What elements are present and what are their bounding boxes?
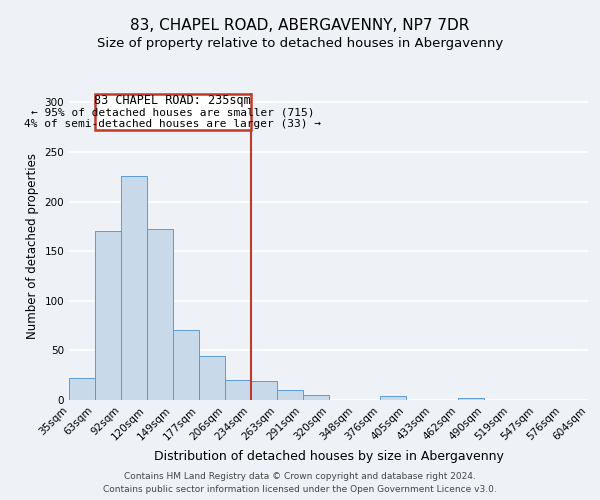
Bar xyxy=(225,380,251,400)
Bar xyxy=(173,330,199,400)
Bar xyxy=(251,381,277,400)
Bar xyxy=(380,396,406,400)
Text: ← 95% of detached houses are smaller (715): ← 95% of detached houses are smaller (71… xyxy=(31,108,314,118)
Y-axis label: Number of detached properties: Number of detached properties xyxy=(26,153,39,339)
Bar xyxy=(199,356,225,400)
X-axis label: Distribution of detached houses by size in Abergavenny: Distribution of detached houses by size … xyxy=(154,450,503,463)
Text: Contains HM Land Registry data © Crown copyright and database right 2024.: Contains HM Land Registry data © Crown c… xyxy=(124,472,476,481)
Text: Size of property relative to detached houses in Abergavenny: Size of property relative to detached ho… xyxy=(97,38,503,51)
Bar xyxy=(121,176,146,400)
Bar xyxy=(302,395,329,400)
Text: 83 CHAPEL ROAD: 235sqm: 83 CHAPEL ROAD: 235sqm xyxy=(94,94,251,107)
Bar xyxy=(458,398,484,400)
Text: Contains public sector information licensed under the Open Government Licence v3: Contains public sector information licen… xyxy=(103,485,497,494)
Text: 83, CHAPEL ROAD, ABERGAVENNY, NP7 7DR: 83, CHAPEL ROAD, ABERGAVENNY, NP7 7DR xyxy=(130,18,470,32)
FancyBboxPatch shape xyxy=(95,94,251,130)
Bar xyxy=(95,232,121,400)
Bar xyxy=(277,390,302,400)
Text: 4% of semi-detached houses are larger (33) →: 4% of semi-detached houses are larger (3… xyxy=(24,119,321,129)
Bar xyxy=(69,378,95,400)
Bar xyxy=(146,230,173,400)
